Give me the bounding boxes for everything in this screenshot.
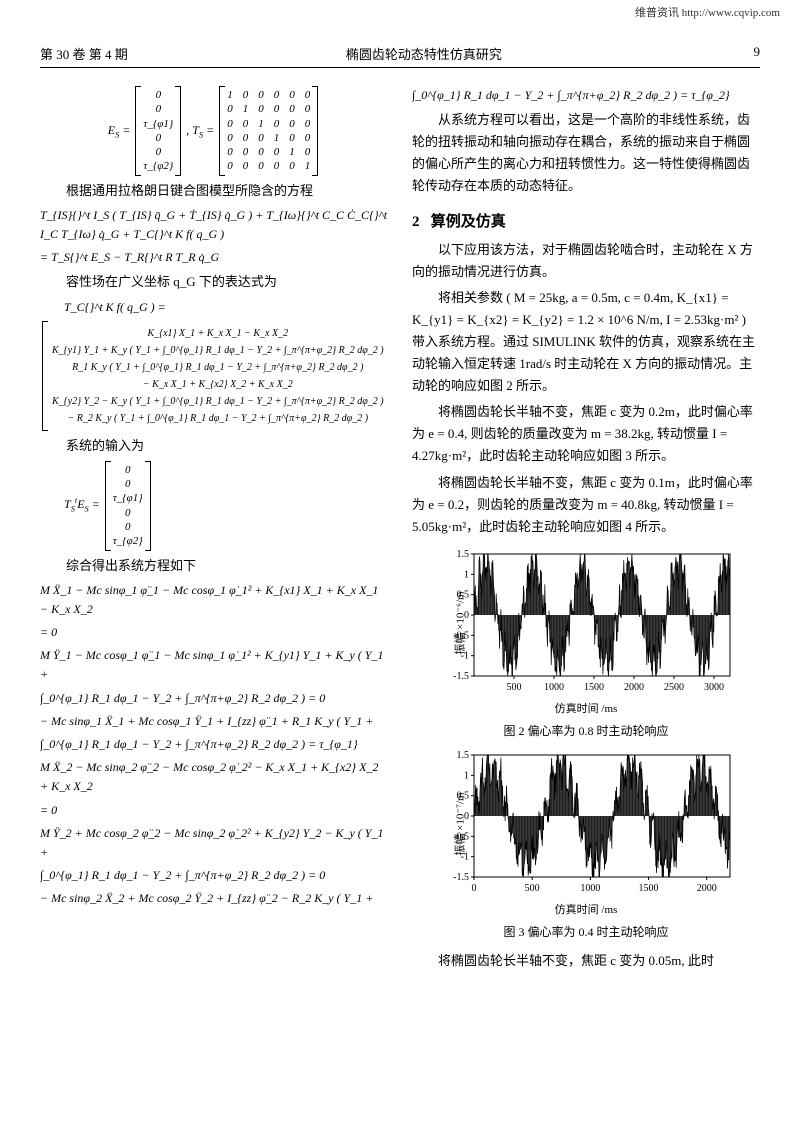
es-label: ES =	[108, 123, 131, 137]
page: 第 30 卷 第 4 期 椭圆齿轮动态特性仿真研究 9 ES = 00τ_{φ1…	[0, 24, 800, 1006]
fig2-caption: 图 2 偏心率为 0.8 时主动轮响应	[412, 722, 760, 739]
figure-2: 振幅 ×10⁻⁶/m -1.5-1-0.500.511.550010001500…	[412, 548, 760, 739]
header-page-number: 9	[720, 44, 760, 63]
section-2-heading: 2 算例及仿真	[412, 210, 760, 231]
svg-text:500: 500	[507, 682, 522, 693]
svg-text:3000: 3000	[704, 682, 724, 693]
sys-equation-line: ∫_0^{φ_1} R_1 dφ_1 − Y_2 + ∫_π^{π+φ_2} R…	[40, 866, 388, 885]
eq-top-right: ∫_0^{φ_1} R_1 dφ_1 − Y_2 + ∫_π^{π+φ_2} R…	[412, 86, 760, 105]
svg-text:1: 1	[464, 569, 469, 580]
svg-text:1.5: 1.5	[457, 750, 470, 761]
figure-3: 振幅 ×10⁻⁷/m -1.5-1-0.500.511.505001000150…	[412, 749, 760, 940]
sys-equation-line: − Mc sinφ_2 Ẍ_2 + Mc cosφ_2 Ÿ_2 + I_{zz}…	[40, 889, 388, 908]
matrix-ts: 100000010000001000000100000010000001	[219, 86, 318, 176]
svg-text:2000: 2000	[697, 883, 717, 894]
section-title: 算例及仿真	[431, 214, 506, 230]
fig3-ylabel: 振幅 ×10⁻⁷/m	[452, 792, 468, 855]
eq-tis-1: T_{IS}{}^t I_S ( T_{IS} q̈_G + Ṫ_{IS} q̇…	[40, 206, 388, 244]
sys-equation-line: − Mc sinφ_1 Ẍ_1 + Mc cosφ_1 Ÿ_1 + I_{zz}…	[40, 712, 388, 731]
sys-equation-line: M Ẍ_1 − Mc sinφ_1 φ̈_1 − Mc cosφ_1 φ̇_1²…	[40, 581, 388, 619]
section-number: 2	[412, 214, 420, 230]
matrix-es: 00τ_{φ1}00τ_{φ2}	[135, 86, 181, 176]
svg-text:1: 1	[464, 770, 469, 781]
sys-equation-line: = 0	[40, 623, 388, 642]
right-column: ∫_0^{φ_1} R_1 dφ_1 − Y_2 + ∫_π^{π+φ_2} R…	[412, 82, 760, 976]
matrix-es-ts: ES = 00τ_{φ1}00τ_{φ2} , TS = 10000001000…	[40, 86, 388, 176]
figure-3-chart: 振幅 ×10⁻⁷/m -1.5-1-0.500.511.505001000150…	[436, 749, 736, 899]
eq-tis-2: = T_S{}^t E_S − T_R{}^t R T_R q̇_G	[40, 248, 388, 267]
svg-text:500: 500	[525, 883, 540, 894]
header-title: 椭圆齿轮动态特性仿真研究	[128, 44, 720, 63]
text-lagrange: 根据通用拉格朗日键合图模型所隐含的方程	[40, 180, 388, 202]
left-column: ES = 00τ_{φ1}00τ_{φ2} , TS = 10000001000…	[40, 82, 388, 976]
svg-text:2500: 2500	[664, 682, 684, 693]
sys-equation-line: ∫_0^{φ_1} R_1 dφ_1 − Y_2 + ∫_π^{π+φ_2} R…	[40, 689, 388, 708]
sys-equation-line: M Ÿ_1 − Mc cosφ_1 φ̈_1 − Mc sinφ_1 φ̇_1²…	[40, 646, 388, 684]
svg-text:-1.5: -1.5	[453, 671, 469, 682]
sys-equation-line: = 0	[40, 801, 388, 820]
para-case-02: 将椭圆齿轮长半轴不变，焦距 c 变为 0.1m，此时偏心率为 e = 0.2，则…	[412, 472, 760, 538]
sys-equation-line: ∫_0^{φ_1} R_1 dφ_1 − Y_2 + ∫_π^{π+φ_2} R…	[40, 735, 388, 754]
source-link: 维普资讯 http://www.cqvip.com	[0, 0, 800, 24]
svg-text:1500: 1500	[584, 682, 604, 693]
sys-equation-line: M Ẍ_2 − Mc sinφ_2 φ̈_2 − Mc cosφ_2 φ̇_2²…	[40, 758, 388, 796]
svg-text:1000: 1000	[544, 682, 564, 693]
ts-label: , TS =	[186, 123, 214, 137]
text-capacity: 容性场在广义坐标 q_G 下的表达式为	[40, 271, 388, 293]
fig2-ylabel: 振幅 ×10⁻⁶/m	[452, 591, 468, 654]
svg-text:1500: 1500	[639, 883, 659, 894]
svg-text:0: 0	[472, 883, 477, 894]
para-nonlinear: 从系统方程可以看出，这是一个高阶的非线性系统，齿轮的扭转振动和轴向振动存在耦合，…	[412, 109, 760, 197]
eq-tc: T_C{}^t K f( q_G ) =	[64, 298, 388, 317]
fig3-xlabel: 仿真时间 /ms	[412, 901, 760, 917]
capacity-matrix: K_{x1} X_1 + K_x X_1 − K_x X_2K_{y1} Y_1…	[40, 321, 388, 431]
svg-text:1.5: 1.5	[457, 549, 470, 560]
para-case-005: 将椭圆齿轮长半轴不变，焦距 c 变为 0.05m, 此时	[412, 950, 760, 972]
svg-text:1000: 1000	[580, 883, 600, 894]
system-equations: M Ẍ_1 − Mc sinφ_1 φ̈_1 − Mc cosφ_1 φ̇_1²…	[40, 581, 388, 909]
matrix-tses: TStES = 00τ_{φ1}00τ_{φ2}	[64, 461, 388, 551]
text-system: 综合得出系统方程如下	[40, 555, 388, 577]
para-params: 将相关参数 ( M = 25kg, a = 0.5m, c = 0.4m, K_…	[412, 287, 760, 397]
fig3-caption: 图 3 偏心率为 0.4 时主动轮响应	[412, 923, 760, 940]
para-case-04: 将椭圆齿轮长半轴不变，焦距 c 变为 0.2m，此时偏心率为 e = 0.4, …	[412, 401, 760, 467]
page-header: 第 30 卷 第 4 期 椭圆齿轮动态特性仿真研究 9	[40, 44, 760, 68]
svg-text:-1.5: -1.5	[453, 872, 469, 883]
svg-text:2000: 2000	[624, 682, 644, 693]
fig2-xlabel: 仿真时间 /ms	[412, 700, 760, 716]
figure-2-chart: 振幅 ×10⁻⁶/m -1.5-1-0.500.511.550010001500…	[436, 548, 736, 698]
two-column-layout: ES = 00τ_{φ1}00τ_{φ2} , TS = 10000001000…	[40, 82, 760, 976]
para-method: 以下应用该方法，对于椭圆齿轮啮合时，主动轮在 X 方向的振动情况进行仿真。	[412, 239, 760, 283]
text-input: 系统的输入为	[40, 435, 388, 457]
header-volume: 第 30 卷 第 4 期	[40, 44, 128, 63]
sys-equation-line: M Ÿ_2 + Mc cosφ_2 φ̈_2 − Mc sinφ_2 φ̇_2²…	[40, 824, 388, 862]
